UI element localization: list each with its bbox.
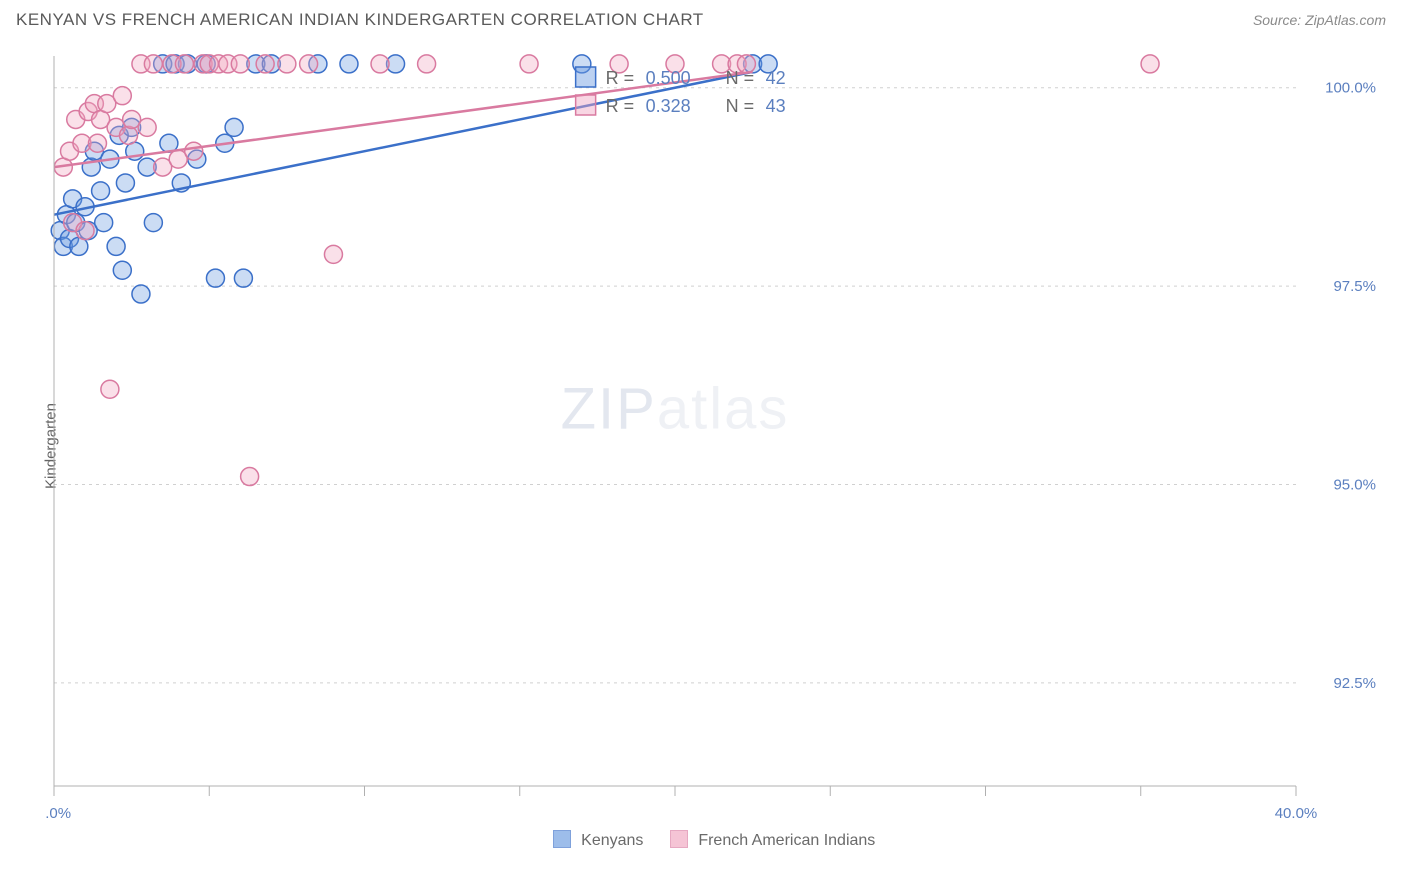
source-value: ZipAtlas.com xyxy=(1305,12,1386,28)
svg-text:0.500: 0.500 xyxy=(646,68,691,88)
legend-swatch-french xyxy=(670,830,688,848)
legend-label-kenyans: Kenyans xyxy=(581,832,643,849)
svg-text:92.5%: 92.5% xyxy=(1333,675,1376,692)
legend-swatch-kenyans xyxy=(553,830,571,848)
svg-text:N =: N = xyxy=(726,68,755,88)
svg-text:40.0%: 40.0% xyxy=(1275,805,1318,822)
svg-text:0.328: 0.328 xyxy=(646,96,691,116)
svg-text:0.0%: 0.0% xyxy=(46,805,71,822)
legend-label-french: French American Indians xyxy=(698,832,875,849)
svg-text:95.0%: 95.0% xyxy=(1333,476,1376,493)
svg-text:97.5%: 97.5% xyxy=(1333,278,1376,295)
svg-text:N =: N = xyxy=(726,96,755,116)
svg-text:R =: R = xyxy=(606,68,635,88)
svg-text:ZIPatlas: ZIPatlas xyxy=(561,376,790,441)
chart-title: KENYAN VS FRENCH AMERICAN INDIAN KINDERG… xyxy=(16,10,704,30)
svg-text:42: 42 xyxy=(766,68,786,88)
chart-header: KENYAN VS FRENCH AMERICAN INDIAN KINDERG… xyxy=(0,0,1406,36)
source-label: Source: xyxy=(1253,12,1301,28)
svg-text:100.0%: 100.0% xyxy=(1325,80,1376,97)
scatter-plot: 92.5% 95.0% 97.5% 100.0% ZIPatlas 0.0% 40.0% R … xyxy=(46,46,1386,846)
source-credit: Source: ZipAtlas.com xyxy=(1253,12,1386,28)
chart-area: Kindergarten 92.5%95.0%97.5%100.0%ZIPatl… xyxy=(0,36,1406,856)
svg-text:R =: R = xyxy=(606,96,635,116)
svg-text:43: 43 xyxy=(766,96,786,116)
legend: Kenyans French American Indians xyxy=(0,830,1406,850)
